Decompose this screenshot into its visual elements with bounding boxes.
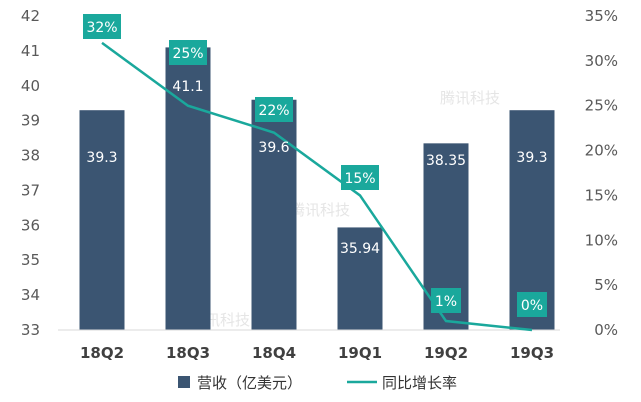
right-axis-tick-label: 5% (594, 276, 618, 294)
growth-rate-label: 22% (255, 97, 293, 122)
growth-rate-label: 15% (341, 165, 379, 190)
growth-line-layer: 32% 25% 22% 15% 1% 0% (83, 14, 547, 332)
revenue-bar-value-label: 38.35 (426, 153, 466, 169)
category-tick-label: 18Q3 (166, 344, 210, 362)
category-tick-label: 18Q4 (252, 344, 296, 362)
growth-rate-label: 1% (431, 288, 461, 313)
category-tick-label: 19Q3 (510, 344, 554, 362)
category-tick-label: 19Q1 (338, 344, 382, 362)
growth-rate-label-box (341, 165, 379, 190)
right-axis-tick-label: 35% (585, 7, 618, 25)
growth-rate-label-text: 0% (521, 298, 543, 314)
revenue-bar-value-label: 35.94 (340, 241, 380, 257)
growth-rate-label-box (517, 292, 547, 317)
right-axis-tick-label: 0% (594, 321, 618, 339)
growth-rate-label: 32% (83, 14, 121, 39)
category-tick-label: 18Q2 (80, 344, 124, 362)
category-tick-label: 19Q2 (424, 344, 468, 362)
left-axis-tick-label: 41 (21, 42, 40, 60)
revenue-bar (337, 227, 383, 330)
growth-rate-label-text: 32% (86, 20, 117, 36)
right-axis-tick-label: 10% (585, 231, 618, 249)
right-axis-tick-label: 30% (585, 52, 618, 70)
growth-rate-label-text: 15% (344, 171, 375, 187)
revenue-bar-value-label: 39.3 (86, 150, 117, 166)
left-axis-tick-label: 34 (21, 286, 40, 304)
right-axis-ticks: 0% 5% 10% 15% 20% 25% 30% 35% (585, 7, 618, 339)
revenue-bar-value-label: 39.3 (516, 150, 547, 166)
revenue-bar (79, 110, 125, 330)
left-axis-ticks: 33 34 35 36 37 38 39 40 41 42 (21, 7, 40, 339)
watermark-text: 腾讯科技 (440, 89, 500, 107)
revenue-bar (251, 99, 297, 330)
left-axis-tick-label: 37 (21, 181, 40, 199)
category-labels: 18Q2 18Q3 18Q4 19Q1 19Q2 19Q3 (80, 344, 554, 362)
watermark-text: 腾讯科技 (290, 201, 350, 219)
legend-bar-label: 营收（亿美元） (197, 374, 302, 392)
growth-rate-label-box (255, 97, 293, 122)
left-axis-tick-label: 42 (21, 7, 40, 25)
revenue-bar-value-label: 39.6 (258, 140, 289, 156)
growth-rate-label-text: 22% (258, 103, 289, 119)
growth-rate-label-text: 1% (435, 294, 457, 310)
growth-rate-label: 25% (169, 40, 207, 65)
revenue-bar-value-label: 41.1 (172, 79, 203, 95)
growth-rate-label-box (169, 40, 207, 65)
right-axis-tick-label: 20% (585, 142, 618, 160)
left-axis-tick-label: 40 (21, 77, 40, 95)
left-axis-tick-label: 38 (21, 147, 40, 165)
legend: 营收（亿美元） 同比增长率 (178, 374, 457, 392)
left-axis-tick-label: 33 (21, 321, 40, 339)
right-axis-tick-label: 25% (585, 97, 618, 115)
growth-rate-label-box (83, 14, 121, 39)
left-axis-tick-label: 35 (21, 251, 40, 269)
growth-rate-line (101, 41, 533, 332)
left-axis-tick-label: 39 (21, 112, 40, 130)
growth-rate-label: 0% (517, 292, 547, 317)
growth-rate-label-box (431, 288, 461, 313)
growth-rate-label-text: 25% (172, 46, 203, 62)
right-axis-tick-label: 15% (585, 186, 618, 204)
left-axis-tick-label: 36 (21, 216, 40, 234)
legend-bar-swatch (178, 376, 190, 388)
legend-line-label: 同比增长率 (382, 374, 457, 392)
